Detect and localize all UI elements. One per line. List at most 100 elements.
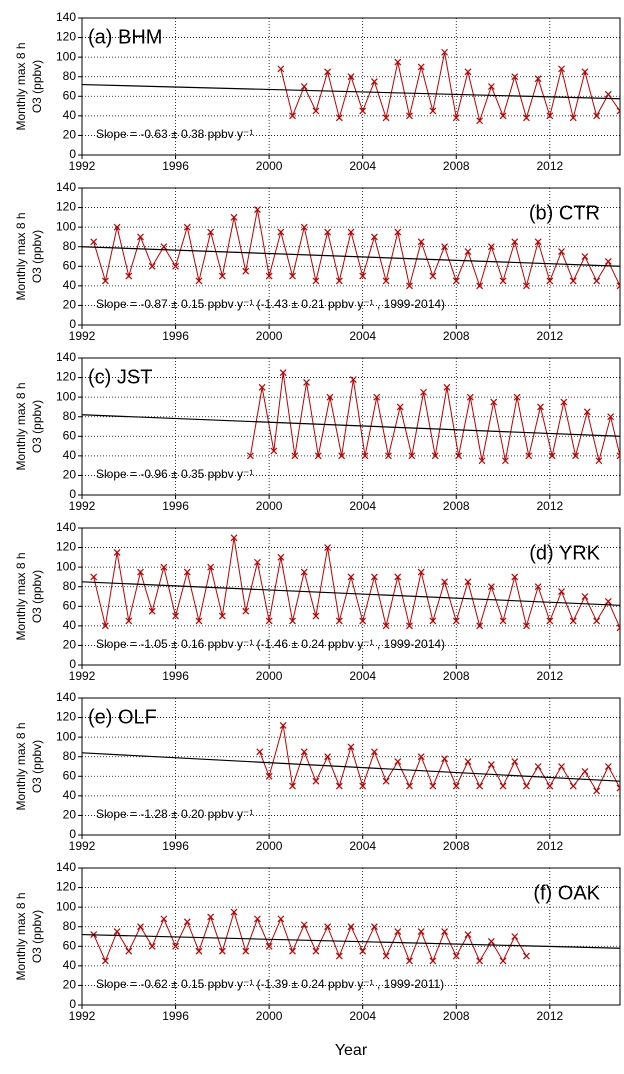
y-tick-label: 60 — [63, 88, 77, 102]
y-axis-label: Monthly max 8 h — [14, 382, 28, 470]
marker — [230, 213, 238, 221]
marker — [137, 568, 144, 576]
marker — [230, 534, 238, 542]
y-tick-label: 120 — [56, 710, 76, 724]
y-tick-label: 120 — [56, 880, 76, 894]
y-tick-label: 20 — [63, 128, 77, 142]
marker — [347, 743, 355, 751]
marker — [464, 758, 472, 766]
marker — [523, 114, 530, 122]
marker — [359, 782, 367, 790]
marker — [534, 238, 542, 246]
marker — [277, 915, 285, 923]
marker — [499, 782, 507, 790]
marker — [265, 942, 273, 950]
marker — [279, 369, 287, 377]
marker — [487, 761, 495, 768]
marker — [406, 622, 413, 630]
marker — [90, 573, 98, 581]
marker — [324, 753, 332, 761]
marker — [207, 228, 215, 236]
x-tick-label: 2008 — [443, 499, 470, 513]
marker — [406, 957, 413, 965]
marker — [279, 721, 287, 729]
plot-frame — [81, 527, 621, 666]
y-tick-label: 140 — [56, 520, 76, 534]
marker — [289, 112, 296, 120]
x-tick-label: 2004 — [349, 159, 376, 173]
trend-line — [82, 414, 620, 437]
marker — [406, 112, 413, 120]
marker — [230, 908, 238, 916]
marker — [546, 617, 554, 625]
marker — [137, 923, 144, 931]
x-tick-label: 2008 — [443, 669, 470, 683]
marker — [560, 398, 568, 406]
marker — [593, 277, 601, 285]
marker — [335, 114, 343, 122]
marker — [183, 568, 191, 576]
marker — [476, 282, 484, 290]
x-tick-label: 2000 — [256, 159, 283, 173]
annotation: Slope = -0.87 ± 0.15 ppbv y⁻¹ (-1.43 ± 0… — [96, 297, 445, 311]
data-line — [93, 910, 527, 963]
marker — [431, 452, 439, 460]
marker — [160, 915, 168, 923]
marker — [312, 107, 320, 115]
marker — [394, 573, 402, 581]
marker — [534, 75, 542, 83]
marker — [604, 90, 612, 98]
marker — [195, 947, 203, 955]
marker — [312, 277, 320, 285]
marker — [314, 452, 322, 460]
marker — [370, 923, 378, 931]
marker — [593, 617, 601, 625]
marker — [207, 563, 215, 571]
marker — [324, 544, 332, 551]
x-tick-label: 1992 — [69, 669, 96, 683]
x-tick-label: 1996 — [162, 839, 189, 853]
x-tick-label: 2000 — [256, 1009, 283, 1023]
marker — [593, 787, 601, 795]
marker — [242, 947, 250, 955]
x-tick-label: 2004 — [349, 669, 376, 683]
y-tick-label: 80 — [63, 749, 77, 763]
marker — [183, 223, 191, 231]
marker — [490, 398, 498, 406]
marker — [581, 767, 589, 775]
y-tick-label: 40 — [63, 788, 77, 802]
marker — [558, 248, 565, 256]
y-tick-label: 60 — [63, 768, 77, 782]
x-tick-label: 1996 — [162, 329, 189, 343]
y-tick-label: 0 — [69, 827, 76, 841]
marker — [499, 617, 507, 625]
x-tick-label: 2000 — [256, 329, 283, 343]
marker — [242, 607, 250, 615]
marker — [487, 937, 495, 945]
y-tick-label: 40 — [63, 958, 77, 972]
marker — [558, 588, 565, 596]
marker — [394, 758, 402, 766]
marker — [254, 206, 261, 213]
marker — [218, 947, 226, 955]
marker — [476, 622, 484, 630]
marker — [452, 617, 460, 625]
x-tick-label: 1992 — [69, 329, 96, 343]
marker — [347, 923, 355, 931]
x-tick-label: 1992 — [69, 499, 96, 513]
marker — [303, 379, 310, 386]
marker — [429, 272, 437, 280]
y-tick-label: 60 — [63, 258, 77, 272]
marker — [382, 622, 390, 630]
plot-frame — [81, 357, 621, 496]
y-tick-label: 20 — [63, 298, 77, 312]
marker — [476, 957, 484, 965]
marker — [300, 748, 308, 756]
y-tick-label: 140 — [56, 350, 76, 364]
y-tick-label: 40 — [63, 108, 77, 122]
marker — [455, 452, 463, 460]
y-tick-label: 100 — [56, 559, 76, 573]
y-tick-label: 120 — [56, 370, 76, 384]
marker — [616, 282, 620, 290]
marker — [113, 549, 121, 556]
